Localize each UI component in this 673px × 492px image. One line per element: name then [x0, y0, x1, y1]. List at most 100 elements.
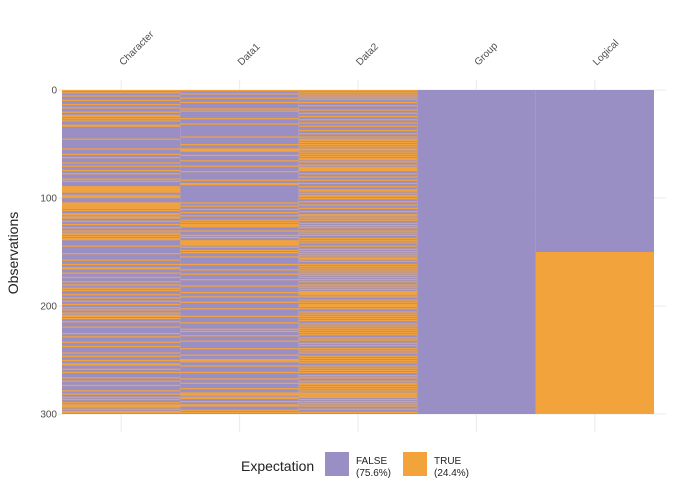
true-cell [298, 371, 418, 374]
true-cell [180, 90, 299, 92]
true-cell [180, 150, 299, 152]
true-cell [180, 252, 299, 254]
true-cell [298, 215, 418, 217]
true-cell [180, 93, 299, 95]
legend-swatch-false [325, 452, 349, 476]
true-cell [298, 325, 418, 327]
true-cell [62, 363, 181, 365]
true-cell [298, 263, 418, 266]
true-cell [298, 293, 418, 295]
true-cell [62, 237, 181, 240]
true-cell [62, 239, 181, 241]
true-cell [298, 207, 418, 209]
true-cell [62, 235, 181, 238]
true-cell [298, 217, 418, 219]
true-cell [298, 395, 418, 397]
true-cell [298, 317, 418, 320]
true-cell [62, 405, 181, 407]
x-tick-label: Group [473, 40, 501, 68]
true-cell [62, 393, 181, 395]
true-cell [180, 179, 299, 181]
true-cell [62, 207, 181, 209]
column-bg-group [417, 90, 536, 414]
true-cell [62, 336, 181, 338]
true-cell [180, 236, 299, 239]
true-cell [62, 333, 181, 335]
true-cell [180, 212, 299, 214]
true-cell [298, 327, 418, 329]
true-cell [180, 249, 299, 252]
true-cell [180, 215, 299, 217]
true-cell [298, 158, 418, 160]
true-cell [62, 227, 181, 229]
true-cell [62, 245, 181, 247]
true-cell [298, 101, 418, 104]
true-cell [298, 331, 418, 334]
true-cell [298, 166, 418, 168]
true-cell [180, 144, 299, 146]
true-cell [62, 307, 181, 309]
true-cell [298, 230, 418, 232]
x-tick-label: Data2 [354, 41, 381, 68]
true-cell [298, 115, 418, 118]
true-cell [180, 208, 299, 211]
true-cell [62, 360, 181, 362]
true-cell [298, 258, 418, 260]
true-cell [298, 105, 418, 107]
true-cell [62, 297, 181, 299]
true-cell [298, 90, 418, 92]
true-cell [298, 144, 418, 146]
true-cell [180, 223, 299, 226]
true-cell [298, 355, 418, 357]
true-cell [180, 269, 299, 271]
true-cell [62, 402, 181, 404]
true-cell [180, 382, 299, 384]
true-cell [180, 230, 299, 232]
true-cell [62, 90, 181, 92]
true-cell [298, 136, 418, 138]
legend-label: TRUE [434, 456, 462, 467]
true-cell [180, 365, 299, 367]
true-cell [62, 202, 181, 204]
true-cell [62, 314, 181, 316]
true-cell [62, 326, 181, 328]
true-cell [62, 195, 181, 198]
y-tick-label: 100 [40, 194, 57, 205]
y-tick-labels: 0 100 200 300 [40, 86, 57, 421]
true-cell [298, 334, 418, 336]
true-cell [180, 330, 299, 333]
legend-swatch-true [403, 452, 427, 476]
true-cell [62, 104, 181, 106]
true-cell [298, 242, 418, 244]
true-cell [180, 256, 299, 258]
true-cell [180, 404, 299, 406]
true-cell [298, 210, 418, 213]
true-cell [298, 266, 418, 268]
true-cell [62, 118, 181, 120]
true-cell [298, 377, 418, 379]
true-cell [180, 279, 299, 281]
y-axis-title: Observations [5, 212, 21, 294]
true-cell [62, 315, 181, 317]
true-cell [298, 365, 418, 367]
true-cell [298, 227, 418, 229]
true-cell [62, 205, 181, 207]
true-cell [298, 320, 418, 322]
true-cell [180, 285, 299, 287]
true-cell [298, 272, 418, 274]
true-cell [298, 268, 418, 270]
true-cell [298, 151, 418, 153]
true-cell [62, 404, 181, 406]
true-cell [62, 294, 181, 296]
true-cell [62, 138, 181, 140]
true-cell [298, 323, 418, 325]
true-cell [298, 167, 418, 169]
true-cell [180, 411, 299, 414]
true-cell [298, 296, 418, 298]
true-cell [298, 301, 418, 303]
true-cell [62, 173, 181, 175]
true-cell [298, 186, 418, 188]
true-cell [180, 244, 299, 246]
true-cell [298, 405, 418, 407]
true-cell [62, 153, 181, 155]
